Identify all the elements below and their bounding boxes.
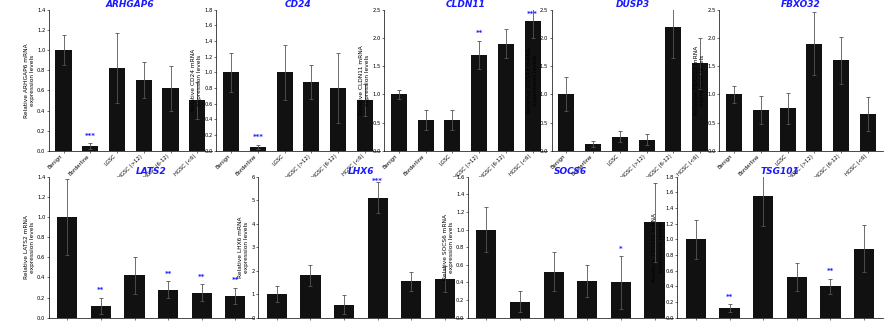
Bar	[303, 82, 319, 151]
Bar	[82, 146, 98, 151]
Bar	[832, 60, 848, 151]
Bar	[577, 281, 596, 318]
Bar	[779, 108, 795, 151]
Bar	[90, 306, 111, 318]
Bar	[250, 147, 266, 151]
Bar	[524, 21, 540, 151]
Bar	[158, 290, 178, 318]
Bar	[267, 294, 286, 318]
Bar	[585, 144, 601, 151]
Y-axis label: Relative TSG101 mRNA
expression levels: Relative TSG101 mRNA expression levels	[651, 213, 663, 282]
Text: **: **	[231, 277, 238, 283]
Text: **: **	[725, 294, 733, 300]
Bar	[664, 27, 680, 151]
Bar	[558, 94, 574, 151]
Bar	[189, 100, 205, 151]
Bar	[497, 44, 513, 151]
Bar	[391, 94, 407, 151]
Bar	[417, 120, 433, 151]
Text: **: **	[826, 268, 833, 274]
Text: **: **	[198, 274, 206, 280]
Bar	[752, 110, 768, 151]
Text: **: **	[97, 287, 105, 293]
Bar	[786, 277, 806, 318]
Bar	[300, 275, 320, 318]
Bar	[726, 94, 742, 151]
Text: **: **	[475, 30, 482, 37]
Bar	[752, 196, 773, 318]
Text: ***: ***	[85, 133, 96, 139]
Bar	[610, 282, 630, 318]
Title: LATS2: LATS2	[136, 167, 167, 176]
Title: FBXO32: FBXO32	[781, 0, 820, 9]
Y-axis label: Relative CLDN11 mRNA
expression levels: Relative CLDN11 mRNA expression levels	[359, 45, 369, 115]
Bar	[223, 73, 239, 151]
Text: ***: ***	[526, 11, 538, 17]
Y-axis label: Relative FBXO32 mRNA
expression levels: Relative FBXO32 mRNA expression levels	[694, 46, 704, 115]
Bar	[470, 55, 486, 151]
Bar	[109, 68, 125, 151]
Text: ***: ***	[253, 134, 263, 140]
Bar	[400, 281, 421, 318]
Bar	[56, 50, 72, 151]
Y-axis label: Relative LHX6 mRNA
expression levels: Relative LHX6 mRNA expression levels	[238, 216, 249, 278]
Bar	[691, 63, 707, 151]
Bar	[191, 292, 212, 318]
Bar	[509, 302, 530, 318]
Text: *: *	[618, 246, 622, 252]
Title: SOCS6: SOCS6	[553, 167, 587, 176]
Bar	[367, 198, 387, 318]
Bar	[805, 44, 821, 151]
Y-axis label: Relative SOCS6 mRNA
expression levels: Relative SOCS6 mRNA expression levels	[442, 214, 454, 280]
Bar	[644, 222, 664, 318]
Title: CD24: CD24	[284, 0, 311, 9]
Bar	[434, 279, 455, 318]
Bar	[330, 88, 346, 151]
Bar	[57, 217, 77, 318]
Text: **: **	[164, 271, 172, 277]
Title: ARHGAP6: ARHGAP6	[106, 0, 154, 9]
Bar	[859, 114, 874, 151]
Bar	[334, 305, 354, 318]
Bar	[276, 73, 292, 151]
Bar	[476, 230, 496, 318]
Title: LHX6: LHX6	[347, 167, 374, 176]
Y-axis label: Relative ARHGAP6 mRNA
expression levels: Relative ARHGAP6 mRNA expression levels	[24, 43, 35, 117]
Bar	[136, 80, 152, 151]
Title: TSG101: TSG101	[760, 167, 798, 176]
Bar	[162, 88, 178, 151]
Bar	[638, 140, 654, 151]
Y-axis label: Relative CD24 mRNA
expression levels: Relative CD24 mRNA expression levels	[191, 49, 202, 111]
Bar	[853, 249, 874, 318]
Bar	[444, 120, 460, 151]
Bar	[225, 296, 245, 318]
Bar	[356, 100, 372, 151]
Title: DUSP3: DUSP3	[616, 0, 649, 9]
Bar	[611, 137, 627, 151]
Bar	[124, 275, 144, 318]
Bar	[719, 308, 739, 318]
Y-axis label: Relative DUSP3 mRNA
expression levels: Relative DUSP3 mRNA expression levels	[526, 47, 537, 113]
Bar	[820, 286, 840, 318]
Text: ***: ***	[372, 178, 383, 184]
Y-axis label: Relative LATS2 mRNA
expression levels: Relative LATS2 mRNA expression levels	[24, 215, 35, 279]
Bar	[543, 272, 563, 318]
Bar	[685, 239, 705, 318]
Title: CLDN11: CLDN11	[446, 0, 485, 9]
